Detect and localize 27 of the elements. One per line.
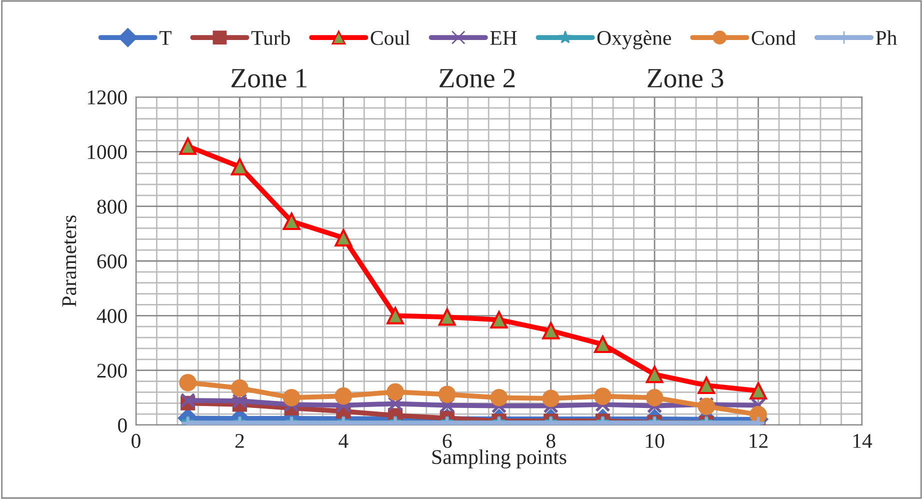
y-tick-label: 1200 [88, 90, 127, 104]
legend-label: Oxygène [597, 30, 672, 50]
legend-label: Ph [876, 30, 897, 45]
x-tick-label: 0 [132, 434, 140, 448]
x-tick-label: 12 [750, 434, 768, 448]
y-tick-label: 0 [118, 418, 127, 432]
legend-label: Turb [251, 30, 290, 46]
text: Zone 2 [440, 68, 515, 88]
x-tick-label: 4 [338, 434, 348, 448]
x-axis-title: Sampling points [432, 449, 566, 468]
legend-label: T [159, 31, 172, 45]
legend-label: Coul [370, 30, 410, 46]
y-tick-label: 400 [96, 309, 127, 324]
legend-label: Cond [752, 30, 796, 46]
y-tick-label: 200 [97, 364, 127, 378]
x-tick-label: 6 [442, 434, 452, 448]
x-tick-label: 8 [546, 434, 556, 448]
x-tick-label: 10 [646, 434, 664, 448]
y-tick-label: 1000 [88, 145, 127, 160]
y-tick-label: 800 [97, 200, 127, 214]
y-axis-title: Parameters [62, 215, 76, 307]
x-tick-label: 14 [853, 434, 872, 448]
legend-label: EH [490, 31, 517, 45]
x-tick-label: 2 [235, 434, 244, 448]
y-tick-label: 600 [97, 254, 127, 268]
text: Zone 3 [648, 68, 724, 88]
text: Zone 1 [231, 68, 306, 88]
